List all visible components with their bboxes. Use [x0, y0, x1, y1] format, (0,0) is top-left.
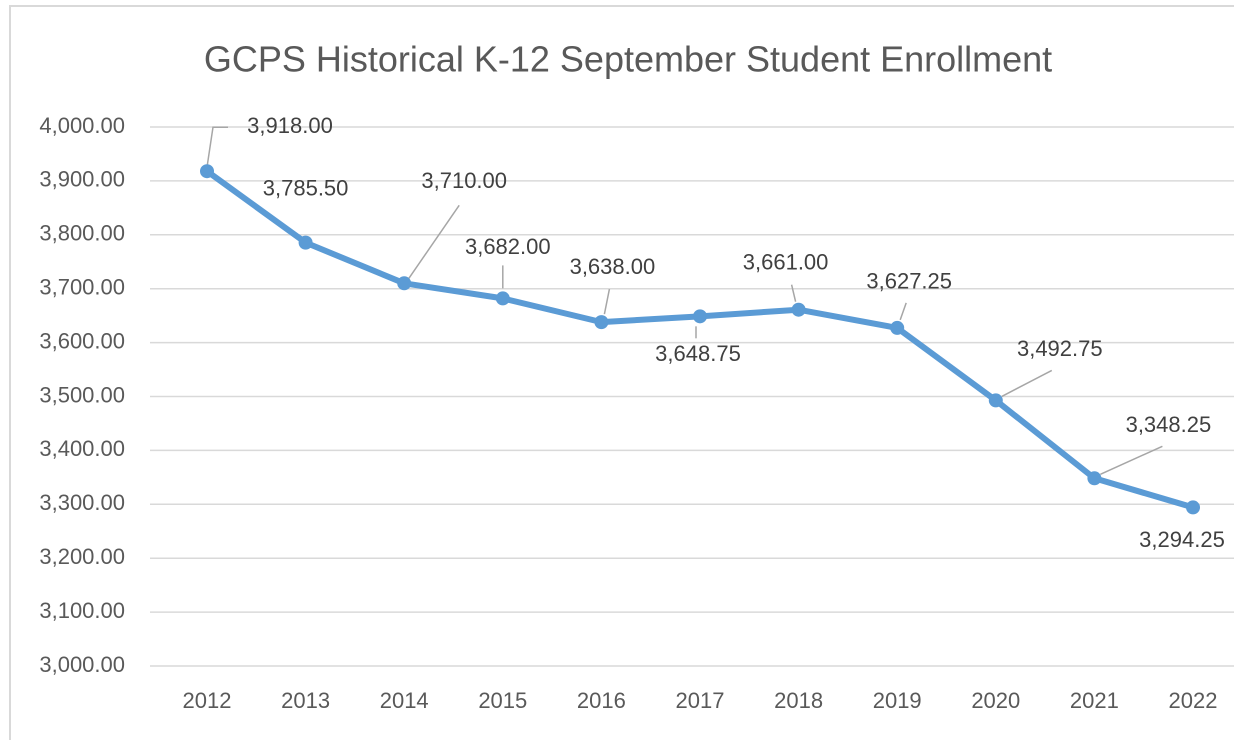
leader-line: [206, 126, 228, 168]
x-tick-label: 2014: [380, 688, 429, 713]
point: [988, 393, 1003, 408]
y-tick-label: 3,700.00: [39, 275, 125, 300]
x-tick-label: 2021: [1070, 688, 1119, 713]
leader-line: [899, 302, 907, 321]
data-label: 3,648.75: [655, 341, 741, 366]
point: [495, 291, 510, 306]
x-tick-label: 2017: [676, 688, 725, 713]
y-tick-label: 3,400.00: [39, 436, 125, 461]
x-tick-label: 2012: [183, 688, 232, 713]
leader-line: [1100, 445, 1163, 475]
chart-title: GCPS Historical K-12 September Student E…: [204, 39, 1052, 80]
data-label: 3,785.50: [263, 175, 349, 200]
data-label: 3,638.00: [570, 254, 656, 279]
data-label: 3,294.25: [1139, 527, 1225, 552]
point: [890, 320, 905, 335]
y-tick-label: 3,200.00: [39, 544, 125, 569]
point: [594, 315, 609, 330]
x-tick-label: 2015: [478, 688, 527, 713]
data-label: 3,682.00: [465, 234, 551, 259]
chart-frame: [9, 5, 1234, 740]
y-tick-label: 3,000.00: [39, 652, 125, 677]
x-tick-label: 2013: [281, 688, 330, 713]
x-tick-label: 2022: [1169, 688, 1218, 713]
x-tick-label: 2019: [873, 688, 922, 713]
data-label: 3,492.75: [1017, 336, 1103, 361]
data-label: 3,710.00: [421, 168, 507, 193]
leader-line: [603, 288, 611, 315]
data-label: 3,918.00: [247, 113, 333, 138]
x-tick-label: 2016: [577, 688, 626, 713]
x-tick-label: 2020: [971, 688, 1020, 713]
data-label: 3,661.00: [743, 250, 829, 275]
point: [200, 164, 214, 179]
data-label: 3,627.25: [866, 269, 952, 294]
leader-line: [1001, 369, 1053, 398]
y-tick-label: 3,800.00: [39, 221, 125, 246]
leader-line: [790, 284, 797, 302]
point: [1186, 500, 1200, 515]
data-label: 3,348.25: [1126, 412, 1212, 437]
point: [693, 309, 707, 324]
y-tick-label: 4,000.00: [39, 113, 125, 138]
y-tick-label: 3,100.00: [39, 598, 125, 623]
y-tick-label: 3,500.00: [39, 382, 125, 407]
leader-line: [407, 204, 460, 280]
point: [1087, 471, 1102, 486]
y-tick-label: 3,900.00: [39, 167, 125, 192]
y-tick-label: 3,300.00: [39, 490, 125, 515]
point: [791, 302, 806, 317]
point: [397, 276, 412, 291]
y-tick-label: 3,600.00: [39, 328, 125, 353]
point: [298, 235, 313, 250]
x-tick-label: 2018: [774, 688, 823, 713]
